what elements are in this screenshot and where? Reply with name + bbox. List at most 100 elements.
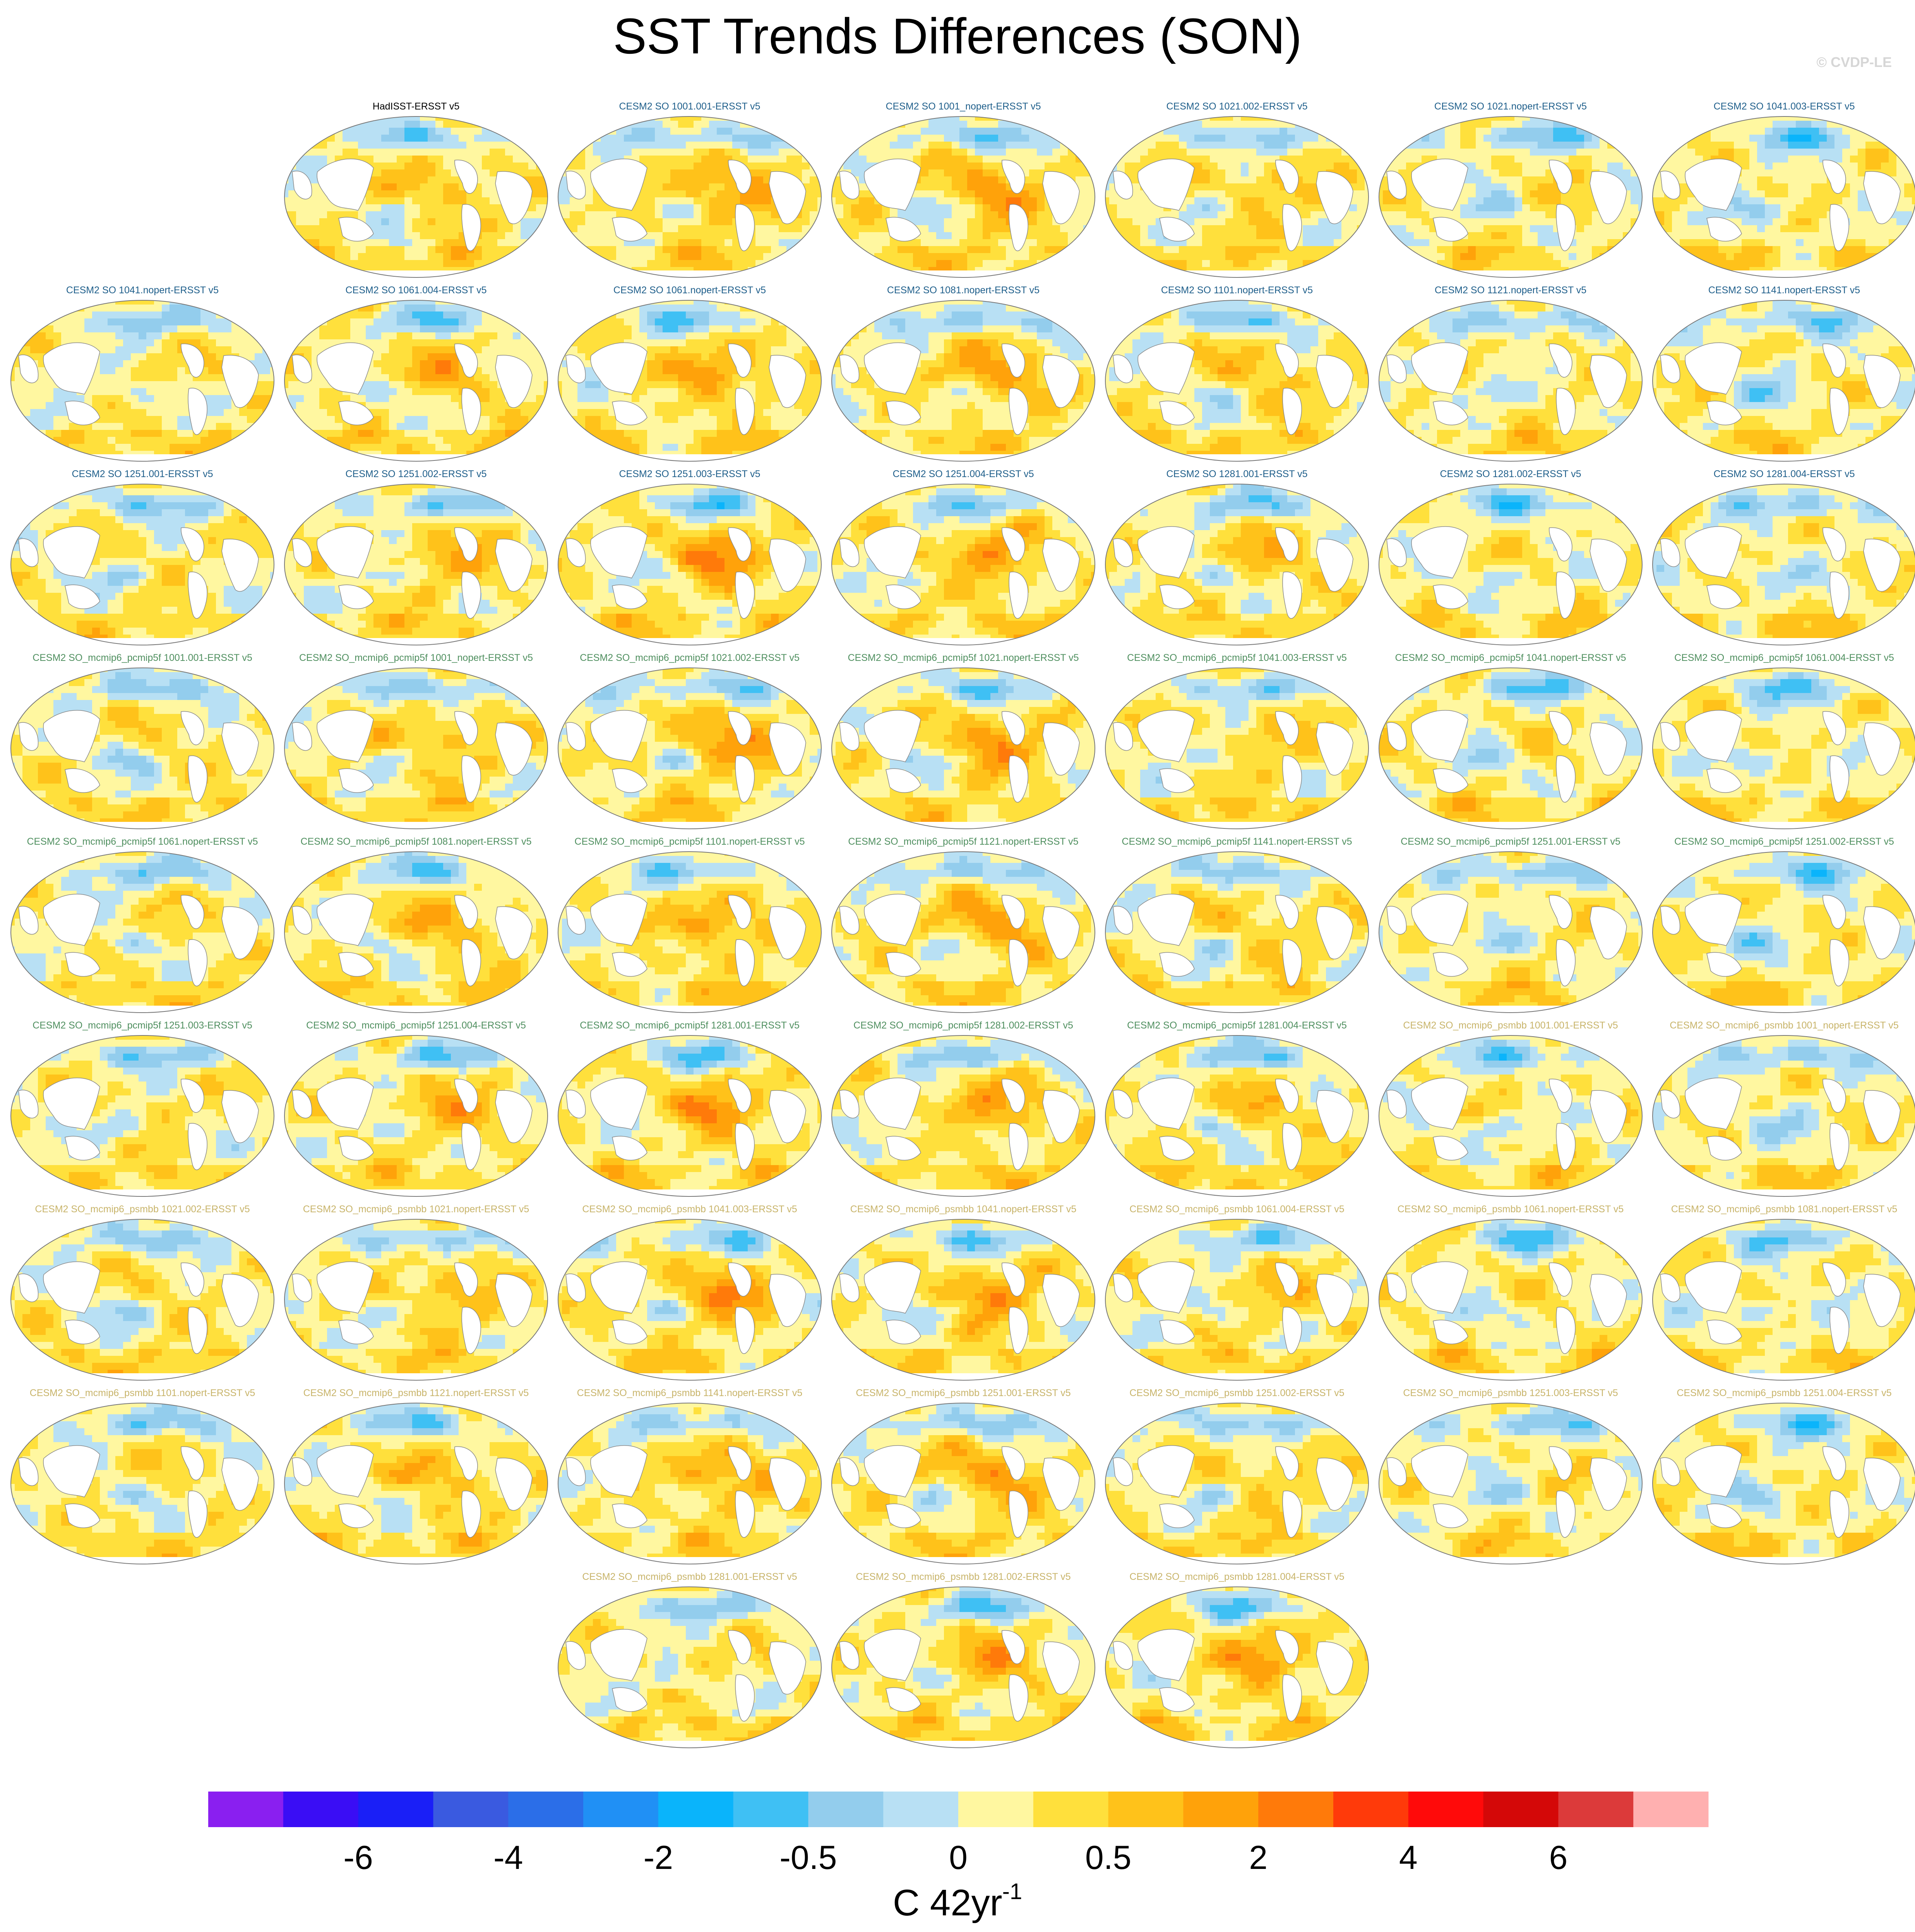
map-cell xyxy=(1021,142,1029,149)
map-cell xyxy=(1896,246,1905,253)
map-cell xyxy=(1225,197,1233,205)
map-cell xyxy=(771,142,779,149)
map-cell xyxy=(1202,142,1210,149)
map-cell xyxy=(836,260,844,267)
map-cell xyxy=(1881,253,1889,260)
map-cell xyxy=(817,128,821,135)
map-cell xyxy=(1334,225,1342,233)
map-cell xyxy=(544,197,548,205)
map-cell xyxy=(593,211,601,219)
map-cell xyxy=(1280,260,1288,267)
map-cell xyxy=(451,135,459,142)
map-cell xyxy=(1483,190,1492,198)
map-cell xyxy=(1365,239,1369,246)
map-cell xyxy=(1140,274,1148,277)
map-cell xyxy=(1091,274,1095,277)
map-cell xyxy=(373,197,382,205)
map-cell xyxy=(443,149,451,156)
map-cell xyxy=(608,211,617,219)
map-cell xyxy=(1341,246,1350,253)
map-cell xyxy=(327,218,335,226)
map-cell xyxy=(1249,253,1257,260)
map-cell xyxy=(701,218,709,226)
map-cell xyxy=(1656,135,1665,142)
map-cell xyxy=(1711,135,1719,142)
map-cell xyxy=(1584,211,1592,219)
map-cell xyxy=(1811,142,1819,149)
map-cell xyxy=(284,197,289,205)
map-cell xyxy=(755,163,764,170)
map-cell xyxy=(732,128,740,135)
map-cell xyxy=(536,135,544,142)
map-cell xyxy=(570,211,578,219)
map-cell xyxy=(288,211,296,219)
map-cell xyxy=(624,211,632,219)
map-cell xyxy=(755,232,764,240)
map-cell xyxy=(1538,225,1546,233)
map-cell xyxy=(694,128,702,135)
map-cell xyxy=(817,225,821,233)
map-cell xyxy=(558,253,562,260)
map-cell xyxy=(1264,253,1272,260)
map-cell xyxy=(1499,260,1507,267)
map-cell xyxy=(420,211,428,219)
map-cell xyxy=(451,211,459,219)
land-mass xyxy=(735,204,755,252)
map-cell xyxy=(1804,128,1812,135)
map-cell xyxy=(701,253,709,260)
map-cell xyxy=(1749,149,1757,156)
map-cell xyxy=(1379,149,1383,156)
map-cell xyxy=(482,253,490,260)
map-cell xyxy=(1076,149,1084,156)
map-cell xyxy=(1757,218,1765,226)
map-cell xyxy=(1499,135,1507,142)
map-cell xyxy=(1796,176,1804,184)
map-cell xyxy=(1804,190,1812,198)
map-cell xyxy=(1303,253,1311,260)
map-cell xyxy=(1148,232,1156,240)
map-cell xyxy=(832,218,836,226)
map-cell xyxy=(1858,128,1866,135)
map-cell xyxy=(577,274,586,277)
map-cell xyxy=(1045,239,1053,246)
land-mass xyxy=(612,217,647,242)
map-cell xyxy=(482,204,490,212)
map-cell xyxy=(1545,135,1554,142)
map-cell xyxy=(544,116,548,121)
map-cell xyxy=(1687,225,1696,233)
map-cell xyxy=(732,116,740,121)
map-cell xyxy=(570,204,578,212)
map-cell xyxy=(1615,246,1623,253)
map-cell xyxy=(843,239,851,246)
map-cell xyxy=(1881,156,1889,163)
map-cell xyxy=(921,163,929,170)
map-cell xyxy=(420,197,428,205)
map-cell xyxy=(1091,239,1095,246)
map-cell xyxy=(1819,183,1827,191)
map-cell xyxy=(913,218,921,226)
map-cell xyxy=(1117,121,1125,128)
map-cell xyxy=(1117,142,1125,149)
map-cell xyxy=(1734,246,1742,253)
map-cell xyxy=(1109,190,1117,198)
map-cell xyxy=(663,239,671,246)
map-cell xyxy=(474,246,482,253)
map-cell xyxy=(404,232,413,240)
map-cell xyxy=(1391,197,1399,205)
map-cell xyxy=(975,260,983,267)
map-cell xyxy=(1514,149,1523,156)
map-cell xyxy=(577,149,586,156)
map-cell xyxy=(639,211,647,219)
map-cell xyxy=(1295,260,1303,267)
land-mass xyxy=(1411,158,1468,211)
map-cell xyxy=(1445,253,1453,260)
map-cell xyxy=(1029,232,1037,240)
map-outline xyxy=(1105,116,1369,278)
map-cell xyxy=(350,116,358,121)
map-panel: CESM2 SO 1001.001-ERSST v5 xyxy=(554,101,825,282)
map-cell xyxy=(577,260,586,267)
map-cell xyxy=(1194,176,1202,184)
map-cell xyxy=(1460,204,1468,212)
map-cell xyxy=(779,149,787,156)
map-cell xyxy=(1507,197,1515,205)
